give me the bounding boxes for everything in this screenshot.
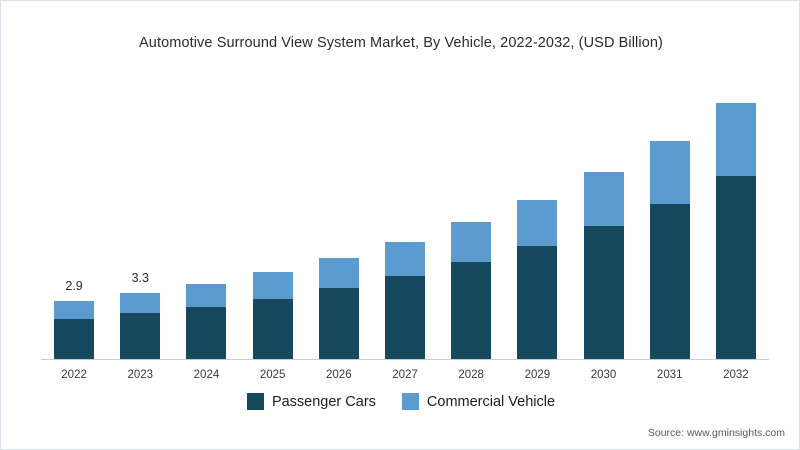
bar-segment-commercial-vehicle[interactable] [120, 292, 161, 313]
x-axis-line [41, 359, 769, 360]
bar-segment-commercial-vehicle[interactable] [451, 222, 492, 263]
x-axis-tick-label: 2028 [458, 369, 484, 381]
bar-group[interactable] [715, 103, 756, 359]
legend-label-commercial-vehicle: Commercial Vehicle [426, 393, 556, 410]
bar-group[interactable] [517, 199, 558, 359]
bar-group[interactable] [186, 284, 227, 359]
bar-segment-passenger-cars[interactable] [583, 226, 624, 359]
bar-segment-passenger-cars[interactable] [715, 175, 756, 359]
source-attribution: Source: www.gminsights.com [647, 427, 785, 439]
bar-segment-commercial-vehicle[interactable] [583, 171, 624, 227]
bar-segment-commercial-vehicle[interactable] [715, 103, 756, 176]
bar-segment-commercial-vehicle[interactable] [517, 199, 558, 247]
x-axis-tick-label: 2023 [127, 369, 154, 381]
bar-segment-passenger-cars[interactable] [54, 318, 95, 359]
x-axis-tick-label: 2024 [193, 369, 220, 381]
x-axis-tick-label: 2031 [656, 369, 683, 381]
bar-segment-commercial-vehicle[interactable] [318, 258, 359, 289]
bar-group[interactable] [649, 141, 690, 359]
bar-segment-passenger-cars[interactable] [318, 288, 359, 359]
bar-value-label: 2.9 [65, 278, 83, 293]
legend-item-commercial-vehicle[interactable]: Commercial Vehicle [401, 393, 556, 410]
chart-legend: Passenger Cars Commercial Vehicle [1, 393, 800, 410]
bar-segment-commercial-vehicle[interactable] [186, 284, 227, 307]
x-axis-tick-label: 2029 [524, 369, 551, 381]
bar-segment-commercial-vehicle[interactable] [649, 141, 690, 204]
bar-segment-passenger-cars[interactable] [385, 276, 425, 359]
bar-group[interactable] [583, 171, 624, 359]
bar-group[interactable] [54, 300, 95, 359]
x-axis-tick-label: 2027 [392, 369, 418, 381]
bar-segment-commercial-vehicle[interactable] [252, 272, 293, 299]
bar-segment-passenger-cars[interactable] [120, 312, 161, 359]
x-axis-tick-label: 2032 [723, 369, 749, 381]
bar-segment-passenger-cars[interactable] [517, 246, 558, 359]
bar-segment-passenger-cars[interactable] [252, 298, 293, 359]
bar-group[interactable] [318, 258, 359, 359]
bar-segment-passenger-cars[interactable] [451, 262, 492, 359]
x-axis-tick-label: 2025 [259, 369, 286, 381]
bar-segment-passenger-cars[interactable] [649, 203, 690, 359]
legend-swatch-commercial-vehicle [401, 393, 419, 410]
bar-group[interactable] [120, 292, 161, 359]
legend-label-passenger-cars: Passenger Cars [271, 393, 376, 410]
x-axis-tick-label: 2022 [61, 369, 87, 381]
legend-item-passenger-cars[interactable]: Passenger Cars [246, 393, 376, 410]
bar-segment-passenger-cars[interactable] [186, 306, 227, 359]
bar-group[interactable] [385, 242, 425, 359]
chart-title: Automotive Surround View System Market, … [139, 35, 663, 51]
x-axis-tick-label: 2030 [590, 369, 617, 381]
bar-segment-commercial-vehicle[interactable] [54, 300, 95, 319]
legend-swatch-passenger-cars [246, 393, 264, 410]
bar-group[interactable] [451, 222, 492, 359]
bar-segment-commercial-vehicle[interactable] [385, 242, 425, 277]
x-axis-tick-label: 2026 [326, 369, 352, 381]
bar-value-label: 3.3 [131, 270, 149, 285]
bar-group[interactable] [252, 272, 293, 359]
